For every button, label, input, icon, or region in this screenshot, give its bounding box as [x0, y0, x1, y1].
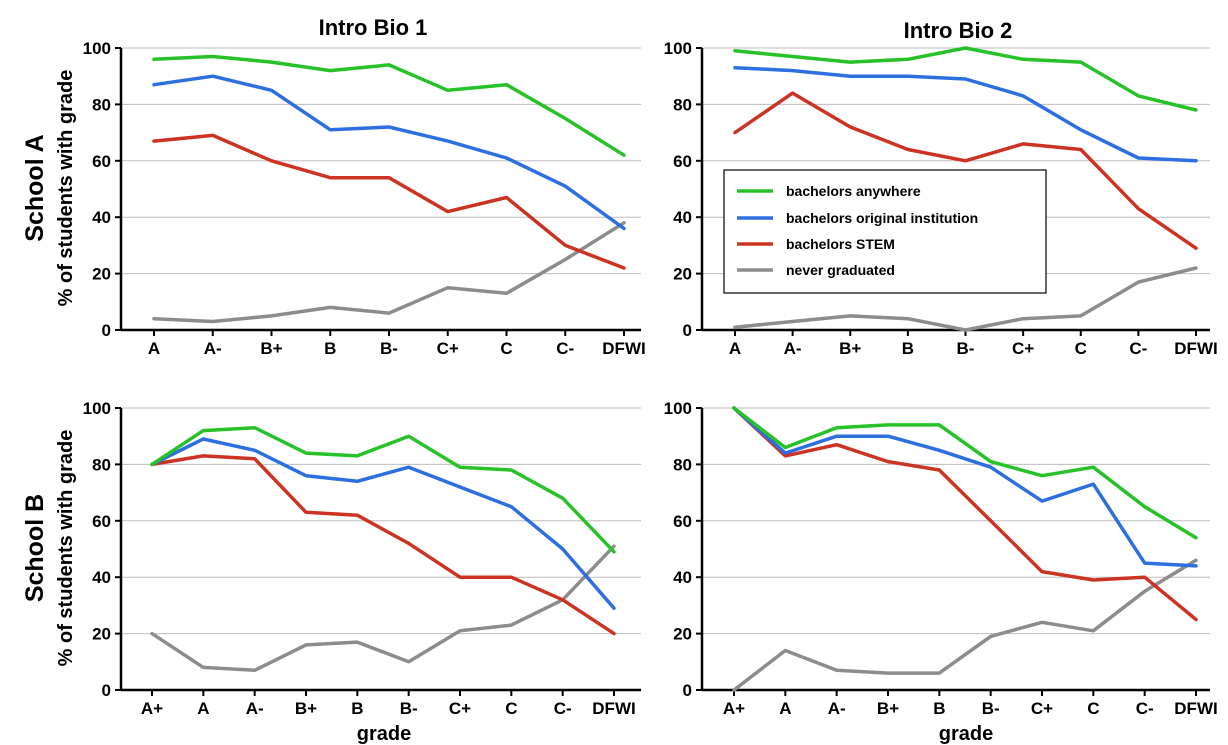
col-title-intro-bio-2: Intro Bio 2 [904, 18, 1013, 43]
p2-y-tick-label-0: 0 [102, 681, 111, 700]
p3-x-tick-label-c: C- [1136, 699, 1154, 718]
col-title-intro-bio-1: Intro Bio 1 [319, 15, 428, 40]
row-label-school-a: School A [21, 134, 49, 241]
p3-y-tick-label-60: 60 [673, 512, 692, 531]
p3-y-tick-label-0: 0 [683, 681, 692, 700]
p1-y-tick-label-40: 40 [673, 208, 692, 227]
p0-y-tick-label-40: 40 [92, 208, 111, 227]
row-label-school-b: School B [21, 494, 49, 602]
p1-y-tick-label-0: 0 [683, 321, 692, 340]
x-axis-label-left: grade [357, 723, 411, 745]
p0-y-tick-label-80: 80 [92, 95, 111, 114]
p3-x-tick-label-a: A+ [723, 699, 745, 718]
p3-x-tick-label-b: B- [982, 699, 1000, 718]
p1-series-line-bachelors-original-institution [735, 68, 1196, 161]
p1-x-tick-label-a: A [729, 339, 741, 358]
legend-label-bachelors-stem: bachelors STEM [786, 236, 895, 252]
p0-x-tick-label-b: B- [380, 339, 398, 358]
p0-x-tick-label-dfwi: DFWI [602, 339, 645, 358]
p1-y-tick-label-20: 20 [673, 265, 692, 284]
p0-x-tick-label-a: A- [204, 339, 222, 358]
p1-y-tick-label-60: 60 [673, 152, 692, 171]
p1-x-tick-label-dfwi: DFWI [1174, 339, 1217, 358]
p0-x-tick-label-c: C [500, 339, 512, 358]
p2-x-tick-label-a: A+ [141, 699, 163, 718]
p2-x-tick-label-b: B+ [295, 699, 317, 718]
p0-y-tick-label-100: 100 [83, 39, 111, 58]
p3-y-tick-label-80: 80 [673, 455, 692, 474]
p2-x-tick-label-dfwi: DFWI [592, 699, 635, 718]
legend-label-bachelors-original-institution: bachelors original institution [786, 210, 978, 226]
p1-x-tick-label-c: C [1075, 339, 1087, 358]
p0-y-tick-label-20: 20 [92, 265, 111, 284]
p3-y-tick-label-100: 100 [664, 399, 692, 418]
p1-y-tick-label-80: 80 [673, 95, 692, 114]
p2-x-tick-label-c: C- [554, 699, 572, 718]
p0-x-tick-label-c: C+ [437, 339, 459, 358]
p1-x-tick-label-c: C- [1129, 339, 1147, 358]
p1-x-tick-label-b: B [902, 339, 914, 358]
p0-y-tick-label-0: 0 [102, 321, 111, 340]
p2-x-tick-label-b: B- [400, 699, 418, 718]
p3-x-tick-label-c: C [1087, 699, 1099, 718]
panel-school-b-intro-bio-2: 0 20 40 60 80 100 A+ A A- B+ B B- C+ C C- DFWI [664, 399, 1218, 718]
p1-x-tick-label-a: A- [784, 339, 802, 358]
panel-school-b-intro-bio-1: 0 20 40 60 80 100 A+ A A- B+ B B- C+ C C- DFWI [83, 399, 641, 718]
p3-series-line-bachelors-original-institution [734, 408, 1196, 566]
legend: bachelors anywhere bachelors original in… [724, 170, 1046, 293]
p0-x-tick-label-b: B [324, 339, 336, 358]
p0-series-line-bachelors-original-institution [154, 76, 624, 228]
p3-y-tick-label-20: 20 [673, 625, 692, 644]
p3-y-tick-label-40: 40 [673, 568, 692, 587]
p3-x-tick-label-a: A [779, 699, 791, 718]
p0-y-tick-label-60: 60 [92, 152, 111, 171]
legend-label-never-graduated: never graduated [786, 262, 895, 278]
p2-x-tick-label-a: A [197, 699, 209, 718]
p2-series-line-never-graduated [152, 546, 614, 670]
p0-x-tick-label-b: B+ [260, 339, 282, 358]
p1-x-tick-label-b: B- [957, 339, 975, 358]
p2-y-tick-label-40: 40 [92, 568, 111, 587]
x-axis-label-right: grade [939, 723, 993, 745]
p3-x-tick-label-dfwi: DFWI [1174, 699, 1217, 718]
y-axis-label-top: % of students with grade [55, 70, 77, 307]
p2-x-tick-label-a: A- [246, 699, 264, 718]
p2-x-tick-label-c: C [505, 699, 517, 718]
p3-x-tick-label-b: B+ [877, 699, 899, 718]
p1-x-tick-label-c: C+ [1012, 339, 1034, 358]
p1-y-tick-label-100: 100 [664, 39, 692, 58]
p0-x-tick-label-c: C- [556, 339, 574, 358]
p3-x-tick-label-a: A- [828, 699, 846, 718]
p3-x-tick-label-c: C+ [1031, 699, 1053, 718]
p3-x-tick-label-b: B [933, 699, 945, 718]
p2-y-tick-label-20: 20 [92, 625, 111, 644]
p2-y-tick-label-60: 60 [92, 512, 111, 531]
y-axis-label-bottom: % of students with grade [55, 430, 77, 667]
p0-series-line-bachelors-stem [154, 135, 624, 268]
p2-x-tick-label-b: B [351, 699, 363, 718]
p2-x-tick-label-c: C+ [449, 699, 471, 718]
panel-school-a-intro-bio-1: 0 20 40 60 80 100 A A- B+ B B- C+ C C- DFWI [83, 39, 646, 358]
p3-series-line-bachelors-anywhere [734, 408, 1196, 538]
p2-y-tick-label-80: 80 [92, 455, 111, 474]
p2-y-tick-label-100: 100 [83, 399, 111, 418]
p0-x-tick-label-a: A [148, 339, 160, 358]
p1-x-tick-label-b: B+ [839, 339, 861, 358]
legend-label-bachelors-anywhere: bachelors anywhere [786, 183, 921, 199]
